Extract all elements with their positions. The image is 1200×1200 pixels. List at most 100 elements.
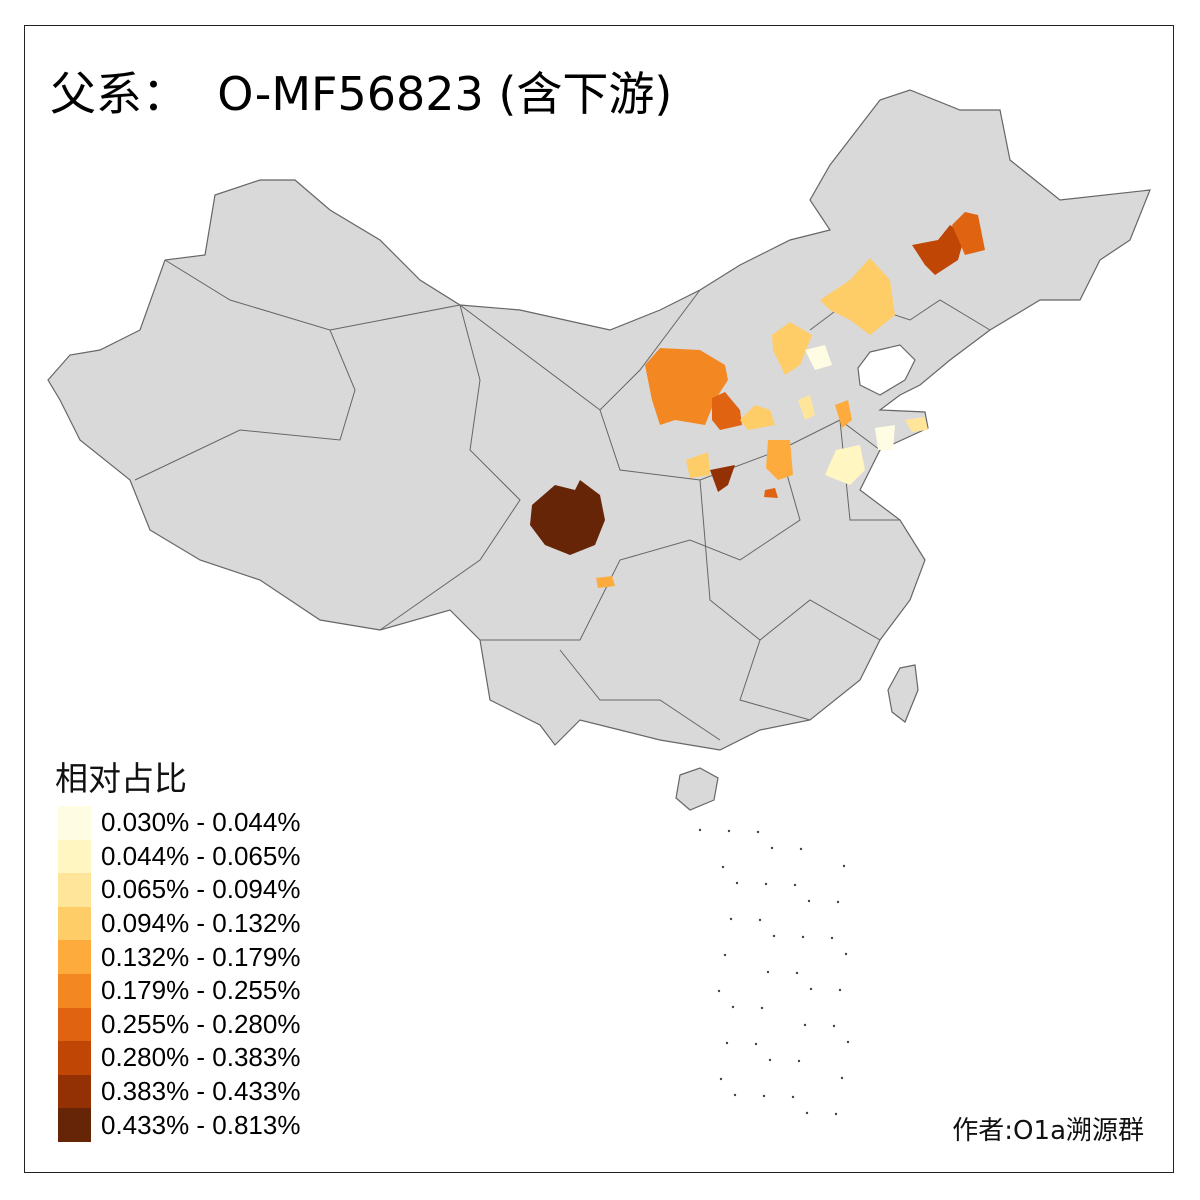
island-dot — [758, 918, 762, 922]
island-dot — [723, 953, 727, 957]
legend-label: 0.044% - 0.065% — [101, 840, 301, 871]
island-dot — [768, 1058, 772, 1062]
legend-swatch — [58, 1007, 91, 1042]
island-dot — [772, 934, 776, 938]
island-dot — [801, 935, 805, 939]
highlighted-region — [766, 440, 793, 480]
highlighted-region — [798, 395, 815, 420]
island-dot — [846, 1040, 850, 1044]
legend-label: 0.255% - 0.280% — [101, 1008, 301, 1039]
highlighted-region — [952, 212, 985, 255]
legend-item: 0.044% - 0.065% — [58, 839, 301, 874]
island-dot — [733, 1093, 737, 1097]
province-border — [739, 639, 811, 721]
highlighted-region — [645, 348, 728, 425]
legend-item: 0.255% - 0.280% — [58, 1007, 301, 1042]
island-dot — [731, 1005, 735, 1009]
legend-swatch — [58, 806, 91, 840]
china-mainland — [47, 89, 1151, 751]
island-dot — [791, 1095, 795, 1099]
island-dot — [719, 1077, 723, 1081]
legend-item: 0.280% - 0.383% — [58, 1041, 300, 1075]
legend-item: 0.179% - 0.255% — [58, 973, 301, 1008]
legend-label: 0.179% - 0.255% — [101, 975, 301, 1006]
island-dot — [834, 1112, 838, 1116]
legend-label: 0.094% - 0.132% — [101, 908, 301, 939]
legend-label: 0.030% - 0.044% — [101, 807, 301, 838]
legend-item: 0.030% - 0.044% — [58, 806, 300, 840]
island-dot — [842, 864, 846, 868]
highlighted-region — [825, 445, 865, 485]
legend-item: 0.383% - 0.433% — [58, 1074, 301, 1109]
highlighted-region — [596, 576, 615, 588]
map-frame — [24, 25, 1174, 1173]
island-dot — [799, 847, 803, 851]
legend-label: 0.280% - 0.383% — [101, 1042, 301, 1073]
legend-swatch — [58, 839, 91, 874]
legend-swatch — [58, 1041, 91, 1075]
legend-swatch — [58, 906, 91, 941]
legend-label: 0.433% - 0.813% — [101, 1109, 301, 1140]
highlighted-region — [875, 425, 895, 450]
island-dot — [805, 1111, 809, 1115]
island-dot — [766, 970, 770, 974]
island-dot — [795, 971, 799, 975]
island-dot — [770, 846, 774, 850]
island-dot — [727, 829, 731, 833]
island-dot — [729, 917, 733, 921]
island-dot — [735, 881, 739, 885]
island-dot — [838, 988, 842, 992]
legend-swatch — [58, 1074, 91, 1109]
author-credit: 作者:O1a溯源群 — [952, 1116, 1144, 1146]
island-dot — [807, 899, 811, 903]
island-dot — [844, 952, 848, 956]
island-dot — [721, 865, 725, 869]
island-dot — [840, 1076, 844, 1080]
legend-swatch — [58, 873, 91, 907]
island-dot — [756, 830, 760, 834]
highlighted-region — [686, 452, 710, 478]
legend-label: 0.065% - 0.094% — [101, 874, 301, 905]
province-border — [559, 649, 721, 741]
legend-swatch — [58, 1108, 91, 1142]
island-dot — [725, 1041, 729, 1045]
island-dot — [830, 936, 834, 940]
hainan-island — [675, 767, 719, 811]
bohai-sea — [857, 344, 916, 396]
legend-swatch — [58, 973, 91, 1008]
legend-title: 相对占比 — [55, 759, 187, 798]
island-dot — [760, 1006, 764, 1010]
island-dot — [809, 987, 813, 991]
island-dot — [793, 883, 797, 887]
legend-item: 0.065% - 0.094% — [58, 873, 300, 907]
legend-item: 0.094% - 0.132% — [58, 906, 301, 941]
legend: 0.030% - 0.044% 0.044% - 0.065% 0.065% - 0… — [58, 806, 300, 1142]
taiwan-island — [887, 664, 919, 723]
highlighted-region — [772, 322, 812, 375]
island-dot — [717, 989, 721, 993]
highlighted-region — [820, 258, 895, 335]
island-dot — [836, 900, 840, 904]
province-border — [480, 409, 801, 641]
highlighted-region — [905, 417, 928, 432]
island-dot — [803, 1023, 807, 1027]
island-dot — [698, 828, 702, 832]
island-dot — [754, 1042, 758, 1046]
province-border — [134, 259, 356, 481]
legend-label: 0.383% - 0.433% — [101, 1076, 301, 1107]
highlighted-region — [530, 480, 605, 555]
legend-label: 0.132% - 0.179% — [101, 941, 301, 972]
highlighted-region — [912, 225, 965, 275]
highlighted-region — [710, 465, 735, 492]
highlighted-region — [805, 345, 832, 370]
island-dot — [797, 1059, 801, 1063]
island-dot — [832, 1024, 836, 1028]
legend-swatch — [58, 940, 91, 974]
highlighted-region — [740, 405, 775, 430]
highlighted-region — [712, 392, 742, 430]
legend-item: 0.433% - 0.813% — [58, 1108, 300, 1142]
legend-item: 0.132% - 0.179% — [58, 940, 300, 974]
highlighted-region — [835, 400, 852, 428]
island-dot — [762, 1094, 766, 1098]
